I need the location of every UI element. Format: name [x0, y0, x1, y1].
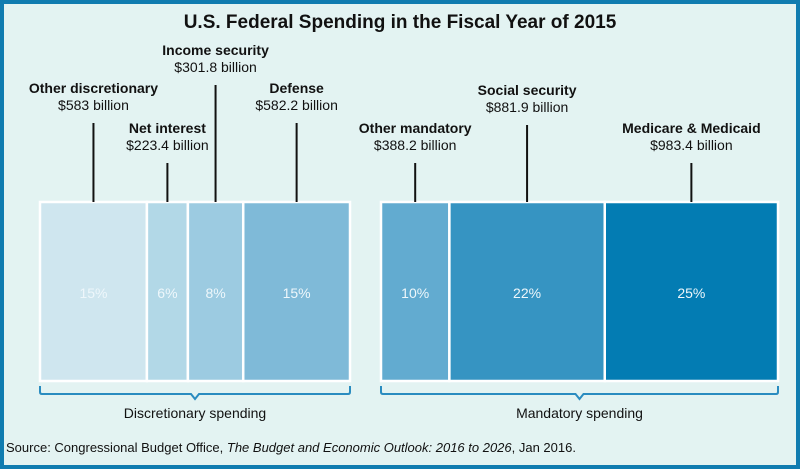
bar-medicare-medicaid [603, 200, 780, 383]
category-label: Defense [269, 80, 324, 96]
category-label: Net interest [129, 120, 206, 136]
category-label: Income security [162, 42, 269, 58]
bar-defense [241, 200, 352, 383]
category-label: Social security [478, 82, 577, 98]
amount-label: $582.2 billion [255, 97, 338, 113]
category-label: Other discretionary [29, 80, 158, 96]
chart-title: U.S. Federal Spending in the Fiscal Year… [184, 12, 617, 33]
amount-label: $983.4 billion [650, 137, 733, 153]
category-label: Other mandatory [359, 120, 472, 136]
amount-label: $223.4 billion [126, 137, 209, 153]
source-suffix: , Jan 2016. [511, 440, 576, 455]
source-title: The Budget and Economic Outlook: 2016 to… [226, 440, 512, 455]
group-brace [380, 386, 779, 401]
category-label: Medicare & Medicaid [622, 120, 761, 136]
bar-other-mandatory [379, 200, 451, 383]
source-note: Source: Congressional Budget Office, The… [6, 440, 576, 455]
amount-label: $583 billion [58, 97, 129, 113]
amount-label: $301.8 billion [174, 59, 257, 75]
percent-label: 15% [283, 285, 311, 301]
amount-label: $388.2 billion [374, 137, 457, 153]
bar-other-discretionary [38, 200, 149, 383]
percent-label: 15% [79, 285, 107, 301]
percent-label: 10% [401, 285, 429, 301]
percent-label: 8% [205, 285, 225, 301]
source-prefix: Source: Congressional Budget Office, [6, 440, 227, 455]
group-brace [39, 386, 351, 401]
percent-label: 22% [513, 285, 541, 301]
amount-label: $881.9 billion [486, 99, 569, 115]
bar-income-security [186, 200, 245, 383]
percent-label: 25% [677, 285, 705, 301]
percent-label: 6% [157, 285, 177, 301]
group-label: Mandatory spending [516, 405, 643, 421]
group-label: Discretionary spending [124, 405, 266, 421]
bar-social-security [448, 200, 607, 383]
